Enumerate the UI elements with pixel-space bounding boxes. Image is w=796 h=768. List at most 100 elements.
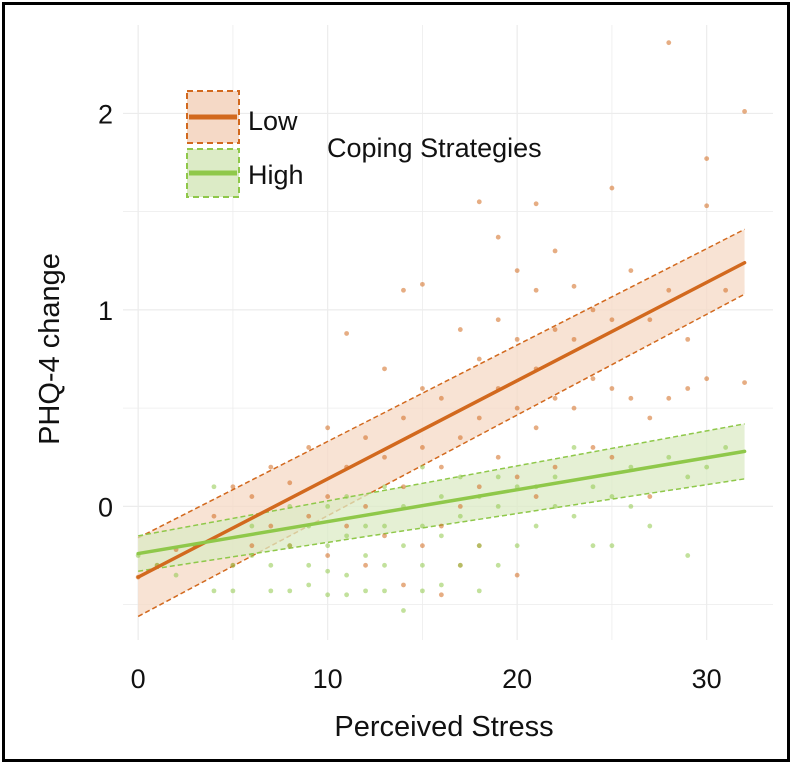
data-point-low <box>268 464 274 470</box>
data-point-low <box>571 405 577 411</box>
ci-upper-low <box>137 228 745 539</box>
data-point-low <box>420 543 425 549</box>
data-point-high <box>420 523 425 529</box>
data-point-low <box>647 317 653 323</box>
data-point-low <box>457 327 463 332</box>
y-tick-label: 0 <box>98 492 113 522</box>
data-point-low <box>742 380 747 386</box>
data-point-low <box>628 395 634 401</box>
data-point-low <box>476 415 482 421</box>
ci-band-low <box>138 229 745 617</box>
data-point-high <box>344 572 350 578</box>
data-point-high <box>704 464 710 470</box>
data-point-high <box>249 523 255 529</box>
data-point-low <box>325 425 331 431</box>
data-point-low <box>344 331 350 336</box>
data-point-low <box>609 185 615 191</box>
data-point-low <box>363 435 368 441</box>
data-point-high <box>287 503 293 509</box>
trend-lines <box>136 260 747 579</box>
chart-svg: 0 10 20 30 0 1 2 Perceived Stress PHQ-4 change… <box>34 25 773 743</box>
data-point-low <box>230 484 236 490</box>
confidence-bands <box>137 228 745 618</box>
data-point-high <box>628 503 634 509</box>
data-point-low <box>647 494 653 499</box>
data-point-low <box>552 395 558 401</box>
data-point-high <box>514 543 520 549</box>
data-point-high <box>495 503 501 509</box>
data-point-high <box>685 553 691 558</box>
data-point-low <box>476 356 482 362</box>
data-point-low <box>514 336 520 342</box>
data-point-low <box>571 283 577 289</box>
data-point-low <box>590 376 596 382</box>
x-axis-title: Perceived Stress <box>334 711 553 743</box>
data-point-high <box>723 445 729 450</box>
data-point-high <box>363 553 368 558</box>
data-point-high <box>552 474 558 480</box>
data-point-high <box>571 445 577 450</box>
data-point-low <box>382 533 387 539</box>
chart-frame: 0 10 20 30 0 1 2 Perceived Stress PHQ-4 change… <box>2 2 790 762</box>
data-point-high <box>268 588 274 594</box>
data-point-high <box>363 523 368 529</box>
data-point-low <box>666 395 672 401</box>
x-tick-label: 30 <box>692 664 722 694</box>
data-point-low <box>685 336 691 342</box>
data-point-low <box>495 234 501 240</box>
data-point-low <box>685 386 691 391</box>
y-tick-label: 1 <box>98 296 113 326</box>
data-point-low <box>438 592 444 598</box>
data-point-low <box>438 464 444 470</box>
x-tick-label: 20 <box>502 664 532 694</box>
data-point-low <box>495 317 501 323</box>
legend-title: Coping Strategies <box>327 133 542 163</box>
data-point-high <box>325 568 331 574</box>
data-point-low <box>514 405 520 411</box>
legend: Low High Coping Strategies <box>186 90 542 198</box>
data-point-high <box>420 588 425 594</box>
data-point-low <box>401 484 406 490</box>
data-point-high <box>230 562 236 568</box>
data-point-low <box>533 425 539 431</box>
data-point-high <box>382 484 387 490</box>
data-point-high <box>287 588 293 594</box>
data-point-high <box>249 553 255 558</box>
data-point-low <box>401 415 406 421</box>
data-point-low <box>533 201 539 207</box>
data-point-low <box>609 386 615 391</box>
x-tick-label: 0 <box>131 664 146 694</box>
data-point-low <box>420 386 425 391</box>
data-point-low <box>249 543 255 549</box>
data-point-low <box>420 281 425 287</box>
data-point-high <box>382 588 387 594</box>
data-point-low <box>325 494 331 499</box>
data-point-high <box>571 513 577 519</box>
data-point-high <box>325 543 331 549</box>
data-point-high <box>609 543 615 549</box>
data-point-low <box>382 454 387 460</box>
data-point-high <box>287 543 293 549</box>
y-tick-label: 2 <box>98 99 113 129</box>
data-point-low <box>666 287 672 293</box>
x-tick-label: 10 <box>313 664 343 694</box>
data-point-high <box>590 543 596 549</box>
data-point-low <box>363 503 368 509</box>
data-point-high <box>211 588 217 594</box>
data-point-high <box>306 562 312 568</box>
data-point-low <box>514 474 520 480</box>
tick-labels: 0 10 20 30 0 1 2 <box>98 99 722 694</box>
data-point-high <box>533 523 539 529</box>
y-axis-title: PHQ-4 change <box>34 253 66 445</box>
data-point-high <box>628 464 634 470</box>
data-point-high <box>363 588 368 594</box>
data-point-low <box>704 203 710 209</box>
data-point-low <box>609 317 615 323</box>
data-point-low <box>344 523 350 529</box>
data-point-low <box>457 503 463 509</box>
data-point-low <box>401 287 406 293</box>
data-point-high <box>325 503 331 509</box>
data-point-low <box>306 513 312 519</box>
data-point-low <box>325 553 331 558</box>
data-point-high <box>457 562 463 568</box>
